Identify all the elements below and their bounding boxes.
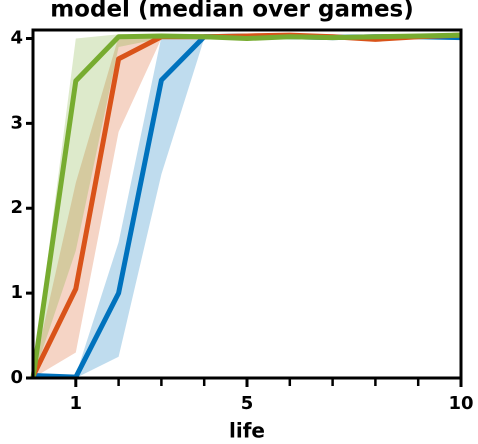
x-tick-label: 10 bbox=[448, 393, 473, 414]
y-tick-label: 2 bbox=[10, 197, 23, 218]
y-tick-label: 1 bbox=[10, 282, 23, 303]
chart-title: model (median over games) bbox=[50, 0, 414, 23]
confidence-band bbox=[33, 33, 461, 379]
y-tick-label: 0 bbox=[10, 367, 23, 388]
line bbox=[30, 32, 462, 379]
x-tick-label: 1 bbox=[70, 393, 83, 414]
y-tick-label: 3 bbox=[10, 112, 23, 133]
x-axis-label: life bbox=[229, 419, 265, 443]
y-tick-label: 4 bbox=[10, 27, 23, 48]
confidence-band bbox=[33, 33, 461, 379]
x-tick-label: 5 bbox=[241, 393, 254, 414]
